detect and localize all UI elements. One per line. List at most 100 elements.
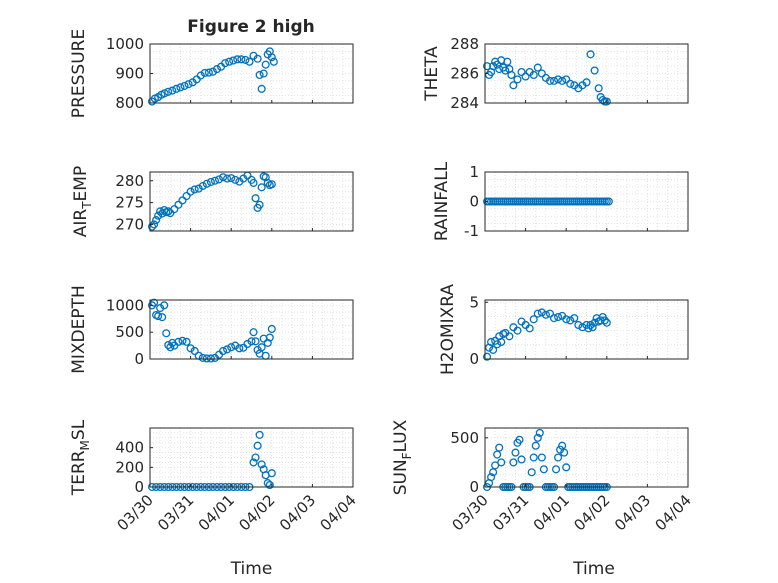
y-tick-label: 0	[469, 350, 479, 368]
data-point	[265, 333, 274, 342]
data-point	[255, 70, 264, 80]
data-point	[511, 448, 520, 457]
data-point	[223, 174, 232, 183]
data-point	[219, 346, 228, 355]
y-axis-label: PRESSURE	[69, 29, 89, 118]
data-point	[267, 180, 276, 189]
y-tick-label: 0	[134, 478, 144, 496]
data-point	[263, 479, 272, 488]
y-tick-label: 280	[115, 172, 144, 190]
data-point	[517, 67, 526, 77]
data-point	[200, 68, 209, 77]
data-point	[255, 430, 264, 439]
data-point	[196, 71, 205, 80]
subplot-rainfall: -1 0 1 RAINFALL	[432, 161, 689, 241]
y-tick-label: 1	[469, 163, 479, 181]
y-axis-label: H2OMIXRA	[438, 284, 458, 375]
data-point	[529, 453, 538, 462]
data-point	[190, 185, 199, 194]
data-point	[227, 174, 236, 183]
data-point	[219, 173, 228, 182]
data-point	[243, 339, 252, 349]
y-tick-label: 900	[115, 65, 144, 83]
data-point	[562, 315, 571, 324]
y-tick-label: 800	[115, 94, 144, 112]
data-point	[182, 191, 191, 201]
data-point	[586, 50, 595, 59]
y-axis-label: THETA	[422, 46, 442, 102]
data-point	[229, 56, 238, 65]
y-label-part-sl: SL	[69, 419, 89, 440]
data-point	[158, 313, 167, 322]
axes-frame	[484, 427, 689, 488]
subplot-mixdepth: 0 500 1000 MIXDEPTH	[69, 285, 354, 374]
data-point	[249, 178, 258, 187]
subplot-h2omixra: 0 5 H2OMIXRA	[438, 284, 689, 375]
data-point	[204, 68, 213, 77]
data-point	[257, 183, 266, 192]
data-point	[150, 298, 159, 307]
data-point	[257, 84, 266, 93]
data-point	[202, 179, 211, 188]
data-point	[549, 76, 559, 85]
data-point	[582, 78, 591, 87]
data-point	[507, 70, 516, 80]
data-point	[172, 84, 181, 93]
data-point	[170, 205, 179, 214]
data-point	[533, 309, 542, 318]
data-point	[602, 97, 611, 106]
data-point	[533, 63, 542, 72]
data-point	[586, 320, 595, 330]
data-point	[176, 83, 185, 92]
data-point	[554, 312, 563, 322]
x-axis-label: Time	[230, 559, 273, 579]
data-point	[235, 344, 244, 353]
data-point	[162, 329, 171, 338]
data-point	[190, 346, 199, 355]
data-point	[223, 345, 232, 354]
data-point	[531, 441, 540, 450]
data-point	[560, 448, 569, 457]
data-point	[225, 57, 234, 66]
y-axis-label: SUNFLUX	[391, 419, 414, 495]
data-point	[505, 332, 514, 341]
data-point	[257, 460, 266, 469]
data-point	[154, 312, 163, 321]
data-point	[562, 75, 571, 84]
y-axis-label: TERRMSL	[69, 419, 92, 496]
data-point	[233, 55, 242, 64]
y-axis-label: MIXDEPTH	[69, 285, 89, 374]
data-point	[537, 453, 546, 462]
data-point	[549, 314, 559, 323]
data-point	[174, 337, 183, 346]
y-label-part-terr: TERR	[69, 450, 89, 496]
y-label-part-lux: LUX	[391, 419, 411, 452]
data-point	[570, 314, 579, 323]
data-point	[186, 344, 195, 353]
data-point	[527, 468, 536, 477]
y-tick-label: 500	[450, 429, 479, 447]
data-point	[521, 72, 530, 81]
y-tick-label: 0	[134, 350, 144, 368]
y-tick-label: 1000	[106, 35, 144, 53]
data-point	[574, 320, 583, 330]
y-label-part-emp: EMP	[71, 166, 91, 202]
data-point	[227, 343, 236, 352]
data-point	[255, 200, 264, 209]
y-label-sub-t: T	[80, 201, 94, 210]
data-point	[206, 178, 215, 187]
data-point	[261, 60, 270, 69]
data-point	[590, 66, 599, 75]
y-label-part-air: AIR	[71, 209, 91, 238]
y-label-part-sun: SUN	[391, 459, 411, 495]
data-point	[533, 433, 542, 442]
data-point	[482, 352, 492, 361]
data-point	[152, 216, 161, 225]
data-point	[247, 337, 256, 346]
data-point	[164, 87, 173, 96]
data-point	[509, 458, 518, 467]
data-point	[154, 211, 163, 220]
data-point	[178, 336, 187, 345]
